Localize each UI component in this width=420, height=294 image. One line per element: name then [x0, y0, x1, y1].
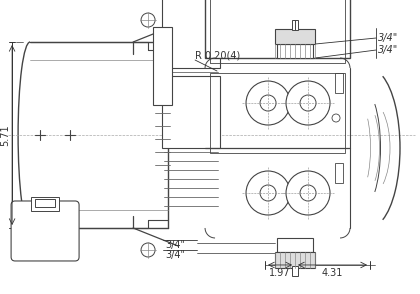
- Bar: [292, 266, 298, 276]
- Bar: [31, 197, 59, 211]
- Bar: [292, 20, 298, 30]
- Text: 1.97: 1.97: [269, 268, 291, 278]
- Circle shape: [246, 81, 290, 125]
- Circle shape: [286, 81, 330, 125]
- Bar: [275, 29, 315, 44]
- Text: 3/4": 3/4": [165, 250, 185, 260]
- Bar: [162, 76, 220, 148]
- Text: R 0.20(4): R 0.20(4): [195, 50, 240, 60]
- Circle shape: [246, 171, 290, 215]
- Bar: [153, 27, 172, 105]
- Bar: [277, 238, 313, 252]
- Bar: [210, 73, 345, 153]
- Bar: [275, 252, 315, 268]
- Circle shape: [286, 171, 330, 215]
- Bar: [35, 199, 55, 207]
- Bar: [335, 73, 343, 93]
- Text: 5.71: 5.71: [0, 124, 10, 146]
- Bar: [205, 0, 350, 58]
- Bar: [210, 0, 345, 63]
- Bar: [162, 0, 220, 68]
- Text: 3/4": 3/4": [378, 45, 398, 55]
- FancyBboxPatch shape: [11, 201, 79, 261]
- Text: 3/4": 3/4": [165, 240, 185, 250]
- Bar: [277, 44, 313, 58]
- Text: 3/4": 3/4": [378, 33, 398, 43]
- Bar: [335, 163, 343, 183]
- Text: 4.31: 4.31: [321, 268, 343, 278]
